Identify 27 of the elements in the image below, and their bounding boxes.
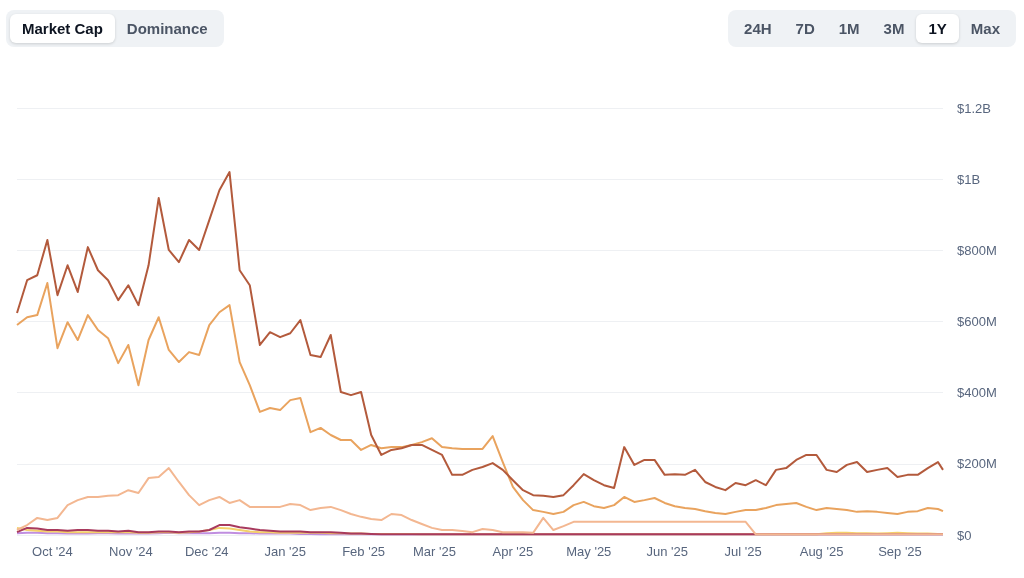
y-tick-label: $1B <box>957 171 981 187</box>
text: Dominance <box>125 19 209 39</box>
x-tick-label: May '25 <box>566 544 612 559</box>
text: 3M <box>882 19 906 39</box>
text: Max <box>969 19 1001 39</box>
y-tick-label: $400M <box>957 385 997 401</box>
y-tick-label: $1.2B <box>957 100 991 116</box>
x-tick-label: Jun '25 <box>646 544 688 559</box>
text: Market Cap <box>10 14 115 43</box>
text: 24H <box>743 19 773 39</box>
x-tick-label: Oct '24 <box>32 544 73 559</box>
x-tick-label: Nov '24 <box>109 544 153 559</box>
y-tick-label: $600M <box>957 314 997 329</box>
x-tick-label: Jan '25 <box>264 544 306 559</box>
x-tick-label: Mar '25 <box>412 544 456 559</box>
y-tick-label: $200M <box>957 456 997 472</box>
text: 7D <box>794 19 816 39</box>
x-tick-label: Feb '25 <box>342 544 386 559</box>
x-tick-label: Aug '25 <box>799 544 844 559</box>
x-tick-label: Dec '24 <box>184 544 229 559</box>
x-tick-label: Apr '25 <box>492 544 534 559</box>
x-tick-label: Jul '25 <box>724 544 762 559</box>
text: 1M <box>837 19 861 39</box>
text: 1Y <box>916 14 959 43</box>
x-tick-label: Sep '25 <box>878 544 922 559</box>
y-tick-label: $800M <box>957 242 997 258</box>
y-tick-label: $0 <box>957 527 972 543</box>
